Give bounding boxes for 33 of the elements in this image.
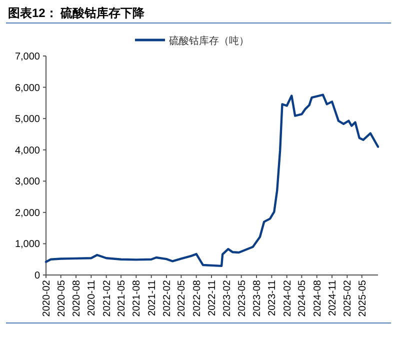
x-tick-label: 2020-02	[42, 280, 52, 317]
y-tick-label: 3,000	[14, 176, 40, 188]
x-tick-label: 2024-08	[312, 280, 324, 317]
y-tick-label: 5,000	[14, 114, 40, 126]
x-tick-label: 2021-05	[116, 280, 128, 317]
x-tick-label: 2021-08	[132, 280, 143, 317]
x-tick-label: 2020-08	[72, 280, 82, 317]
x-tick-label: 2022-02	[162, 280, 173, 317]
title: 图表12： 硫酸钴库存下降	[8, 6, 145, 20]
y-tick-label: 7,000	[14, 52, 40, 62]
x-tick-label: 2022-11	[207, 280, 218, 316]
y-tick-label: 0	[34, 270, 40, 282]
y-tick-label: 4,000	[14, 145, 40, 156]
x-tick-label: 2025-02	[342, 280, 354, 317]
x-tick-label: 2025-05	[357, 280, 368, 317]
x-tick-label: 2024-11	[328, 280, 339, 316]
x-tick-label: 2023-02	[222, 280, 234, 317]
x-tick-label: 2020-05	[56, 280, 68, 317]
x-tick-label: 2022-08	[192, 280, 203, 317]
legend-label: 硫酸钴库存（吨）	[169, 35, 249, 47]
y-tick-label: 2,000	[14, 208, 40, 219]
x-tick-label: 2022-05	[176, 280, 188, 317]
x-tick-label: 2023-08	[252, 280, 264, 317]
x-tick-label: 2021-02	[102, 280, 113, 317]
y-tick-label: 6,000	[14, 82, 40, 94]
x-tick-label: 2024-05	[297, 280, 308, 317]
x-tick-label: 2023-05	[236, 280, 248, 317]
x-tick-label: 2024-02	[282, 280, 294, 317]
x-tick-label: 2021-11	[146, 280, 158, 316]
line-series	[44, 94, 380, 268]
y-tick-label: 1,000	[14, 239, 40, 250]
x-tick-label: 2020-11	[86, 280, 98, 316]
x-tick-label: 2023-11	[267, 280, 278, 316]
